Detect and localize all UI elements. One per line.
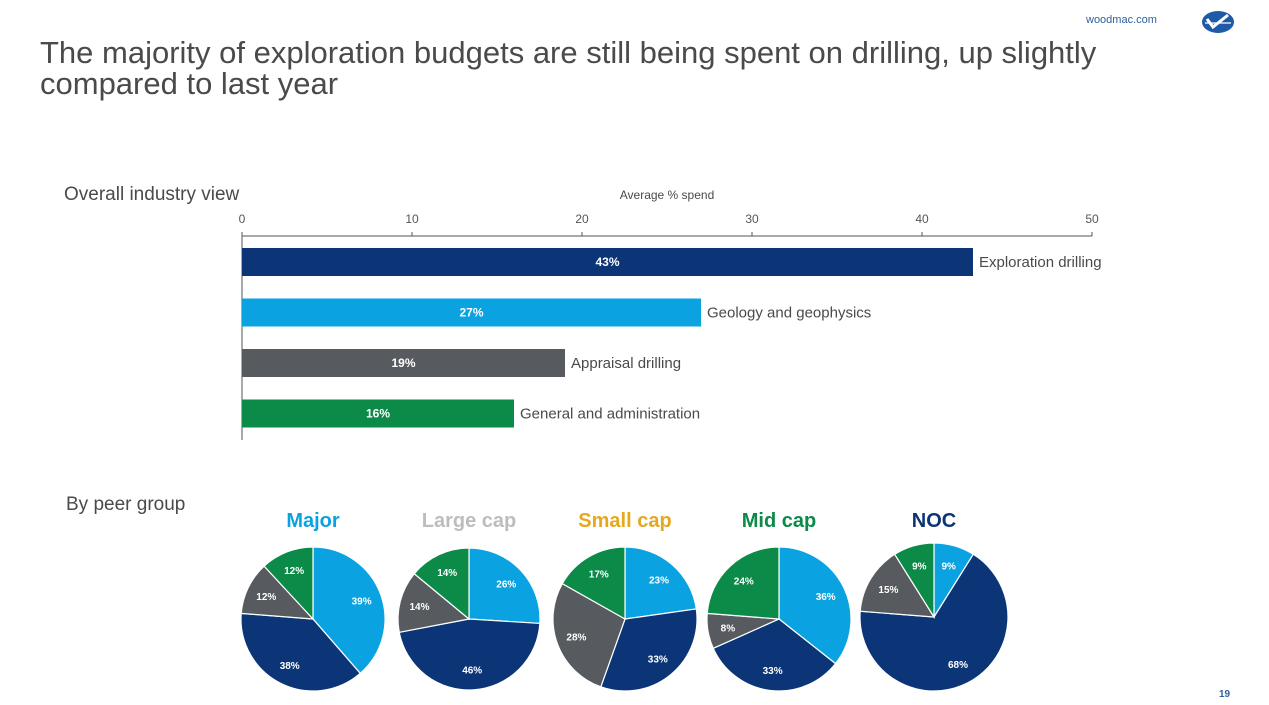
pie-slice xyxy=(624,546,697,620)
bar-category-label: Appraisal drilling xyxy=(571,355,681,372)
bar-value-label: 19% xyxy=(391,356,415,370)
pie-slice-label: 8% xyxy=(721,623,736,634)
pie-slice xyxy=(397,572,471,634)
section-peer-label: By peer group xyxy=(66,494,186,515)
x-tick-label: 10 xyxy=(405,212,419,226)
bar-category-label: Exploration drilling xyxy=(979,254,1102,271)
pie-slice xyxy=(600,608,698,692)
pie-title: Mid cap xyxy=(741,510,817,532)
page-title: The majority of exploration budgets are … xyxy=(40,35,1097,101)
pie-title: Large cap xyxy=(421,510,517,532)
overall-bar-chart: Average % spend 0 10 20 30 40 50 43% Exploration… xyxy=(239,188,1102,440)
pie-slice xyxy=(468,547,541,625)
pie-slice-label: 14% xyxy=(409,602,429,613)
bar-category-label: Geology and geophysics xyxy=(707,305,871,322)
bar xyxy=(242,298,701,327)
pie-slice xyxy=(859,553,1009,692)
pie-slice xyxy=(859,553,936,618)
x-axis-label: Average % spend xyxy=(620,188,715,202)
woodmac-logo-icon xyxy=(1202,11,1234,33)
pie-slice-label: 33% xyxy=(648,655,668,666)
pie-slice-label: 15% xyxy=(878,585,898,596)
x-tick-label: 0 xyxy=(239,212,246,226)
pie-slice-label: 38% xyxy=(280,661,300,672)
pie-slice-label: 36% xyxy=(816,592,836,603)
pie-slice-label: 9% xyxy=(941,561,956,572)
pie-slice-label: 23% xyxy=(649,575,669,586)
bar xyxy=(242,399,514,428)
pie-slice xyxy=(240,612,362,692)
pie-slice-label: 68% xyxy=(948,660,968,671)
bar-category-label: General and administration xyxy=(520,406,700,423)
pie-title: Major xyxy=(286,510,340,532)
pie-title: NOC xyxy=(911,510,957,532)
x-tick-label: 30 xyxy=(745,212,759,226)
page-number: 19 xyxy=(1219,689,1231,700)
pie-slice xyxy=(561,546,626,621)
pie-slice xyxy=(893,542,935,620)
pie-slice xyxy=(706,612,780,650)
pie-slice-label: 12% xyxy=(284,566,304,577)
pie-slice xyxy=(778,546,852,665)
pie-slice xyxy=(413,547,470,621)
pie-slice-label: 26% xyxy=(496,580,516,591)
pie-slice xyxy=(240,565,315,620)
bar-value-label: 27% xyxy=(459,306,483,320)
x-tick-label: 40 xyxy=(915,212,929,226)
pie-slice-label: 33% xyxy=(763,666,783,677)
x-tick-label: 50 xyxy=(1085,212,1099,226)
pie-slice-label: 46% xyxy=(462,666,482,677)
bar xyxy=(242,248,973,276)
section-overall-label: Overall industry view xyxy=(64,184,240,205)
pie-slice-label: 17% xyxy=(589,570,609,581)
pie-title: Small cap xyxy=(578,510,672,532)
pie-slice xyxy=(312,546,386,675)
pie-slice-label: 39% xyxy=(352,596,372,607)
pie-slice-label: 28% xyxy=(566,633,586,644)
site-url[interactable]: woodmac.com xyxy=(1086,14,1157,26)
pie-slice xyxy=(706,546,780,620)
pie-slice-label: 9% xyxy=(912,561,927,572)
pie-slice xyxy=(933,542,975,620)
pie-slice-label: 12% xyxy=(256,592,276,603)
pie-slice-label: 14% xyxy=(437,568,457,579)
pie-slice xyxy=(552,582,626,688)
pie-slice xyxy=(263,546,314,621)
bar-value-label: 16% xyxy=(366,407,390,421)
bar-value-label: 43% xyxy=(595,255,619,269)
pie-slice xyxy=(712,618,837,692)
pie-slice-label: 24% xyxy=(734,576,754,587)
x-tick-label: 20 xyxy=(575,212,589,226)
bar xyxy=(242,349,565,377)
pie-slice xyxy=(398,618,541,691)
